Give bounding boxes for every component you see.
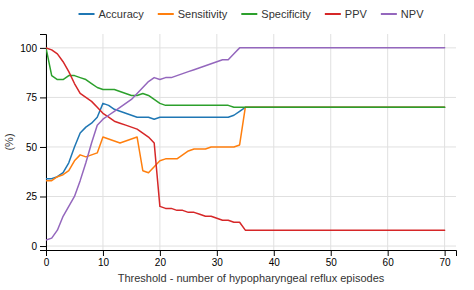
y-tick-mark bbox=[40, 196, 46, 197]
x-tick-mark bbox=[103, 250, 104, 256]
grid bbox=[46, 34, 456, 250]
x-tick: 40 bbox=[269, 250, 281, 268]
x-tick-mark bbox=[445, 250, 446, 256]
y-tick-mark bbox=[40, 48, 46, 49]
y-tick-label: 0 bbox=[31, 241, 37, 252]
x-tick-label: 20 bbox=[155, 257, 167, 268]
series-line bbox=[46, 107, 445, 180]
x-tick-mark bbox=[217, 250, 218, 256]
x-axis-title: Threshold - number of hypopharyngeal ref… bbox=[118, 272, 385, 284]
legend-label: Accuracy bbox=[99, 8, 145, 20]
legend-item: Specificity bbox=[241, 8, 311, 20]
x-tick-label: 70 bbox=[440, 257, 452, 268]
x-tick-label: 50 bbox=[326, 257, 338, 268]
series-line bbox=[46, 48, 445, 240]
y-tick: 75 bbox=[26, 92, 46, 103]
x-tick: 20 bbox=[155, 250, 167, 268]
legend-swatch bbox=[241, 13, 257, 15]
x-axis: 0 10 20 30 40 50 60 70 bbox=[44, 250, 457, 268]
y-axis-title: (%) bbox=[3, 133, 15, 150]
legend-item: Sensitivity bbox=[158, 8, 228, 20]
y-tick-mark bbox=[40, 246, 46, 247]
legend-swatch bbox=[325, 13, 341, 15]
chart-container: 0 10 20 30 40 50 60 70 0 25 50 75 100 Threshold - num… bbox=[0, 0, 474, 290]
grid-line-x bbox=[159, 34, 160, 250]
x-axis-line bbox=[47, 251, 457, 257]
x-tick: 60 bbox=[383, 250, 395, 268]
grid-line-y bbox=[46, 146, 456, 147]
plot-area bbox=[46, 48, 445, 240]
x-tick: 70 bbox=[440, 250, 452, 268]
y-tick: 25 bbox=[26, 191, 46, 202]
grid-line-x bbox=[444, 34, 445, 250]
legend: Accuracy Sensitivity Specificity PPV NPV bbox=[79, 8, 425, 20]
y-tick: 100 bbox=[20, 43, 46, 54]
legend-swatch bbox=[158, 13, 174, 15]
y-axis: 0 25 50 75 100 bbox=[20, 35, 46, 252]
legend-label: NPV bbox=[401, 8, 424, 20]
y-tick: 50 bbox=[26, 142, 46, 153]
x-tick-label: 40 bbox=[269, 257, 281, 268]
legend-swatch bbox=[79, 13, 95, 15]
x-tick: 30 bbox=[212, 250, 224, 268]
x-tick-mark bbox=[160, 250, 161, 256]
grid-line-x bbox=[273, 34, 274, 250]
x-tick: 50 bbox=[326, 250, 338, 268]
legend-item: PPV bbox=[325, 8, 368, 20]
x-tick-mark bbox=[331, 250, 332, 256]
x-tick-mark bbox=[388, 250, 389, 256]
chart: 0 10 20 30 40 50 60 70 0 25 50 75 100 Threshold - num… bbox=[0, 0, 474, 290]
legend-item: NPV bbox=[381, 8, 424, 20]
x-tick-label: 30 bbox=[212, 257, 224, 268]
x-tick: 0 bbox=[44, 250, 50, 268]
y-tick-label: 50 bbox=[26, 142, 38, 153]
y-tick-mark bbox=[40, 147, 46, 148]
y-tick-label: 100 bbox=[20, 43, 37, 54]
grid-line-y bbox=[46, 97, 456, 98]
series-line bbox=[46, 48, 445, 107]
y-axis-line bbox=[40, 35, 47, 251]
x-tick-label: 0 bbox=[44, 257, 50, 268]
grid-line-x bbox=[102, 34, 103, 250]
legend-item: Accuracy bbox=[79, 8, 145, 20]
x-tick: 10 bbox=[98, 250, 110, 268]
y-tick-label: 75 bbox=[26, 92, 38, 103]
y-tick: 0 bbox=[31, 241, 46, 252]
x-tick-label: 60 bbox=[383, 257, 395, 268]
legend-label: Sensitivity bbox=[178, 8, 228, 20]
grid-line-y bbox=[46, 196, 456, 197]
legend-label: Specificity bbox=[261, 8, 311, 20]
series-line bbox=[46, 48, 445, 230]
legend-swatch bbox=[381, 13, 397, 15]
x-tick-label: 10 bbox=[98, 257, 110, 268]
legend-label: PPV bbox=[345, 8, 368, 20]
x-tick-mark bbox=[274, 250, 275, 256]
y-tick-mark bbox=[40, 97, 46, 98]
y-tick-label: 25 bbox=[26, 191, 38, 202]
grid-line-x bbox=[387, 34, 388, 250]
grid-line-y bbox=[46, 246, 456, 247]
grid-line-x bbox=[330, 34, 331, 250]
